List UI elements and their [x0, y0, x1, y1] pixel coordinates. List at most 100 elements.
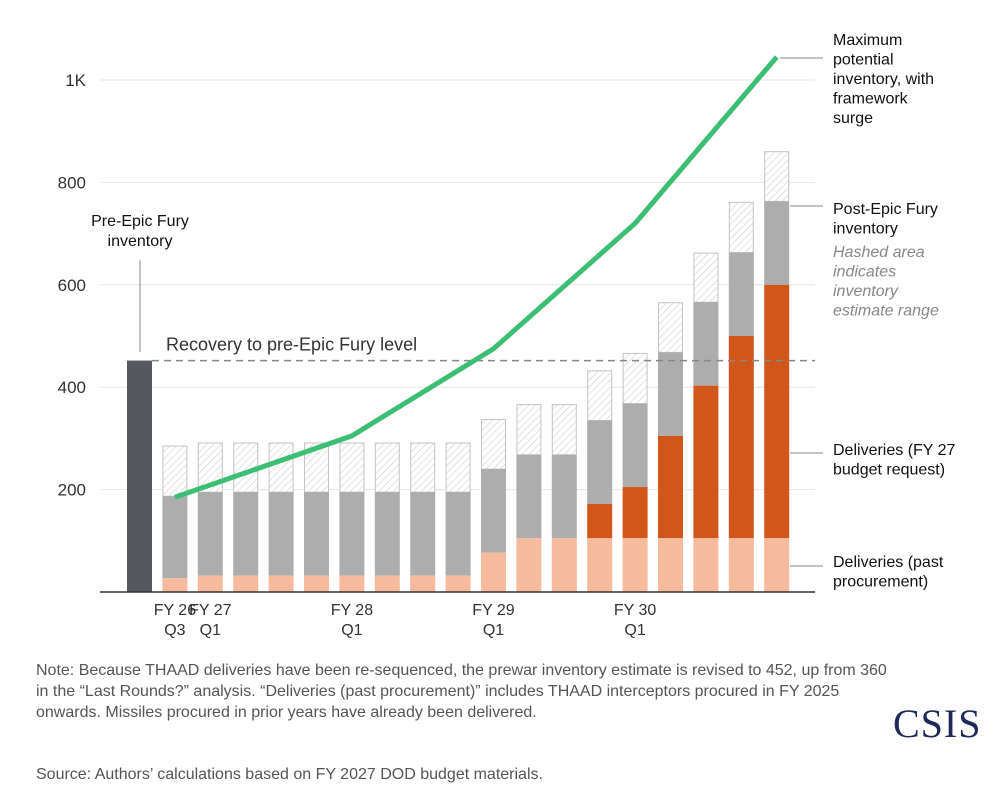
bar-fy27-budget-deliveries — [764, 284, 790, 539]
bar-past-procurement-deliveries — [764, 538, 790, 592]
y-tick-label: 400 — [58, 378, 86, 397]
bar-fy27-budget-deliveries — [693, 385, 719, 539]
bar-post-epic-fury — [445, 492, 471, 576]
bar-post-epic-fury — [374, 492, 400, 576]
bar-post-epic-fury — [516, 454, 542, 539]
bar-estimate-range — [445, 442, 471, 493]
legend-past-procurement: Deliveries (past — [833, 554, 944, 571]
x-tick-label: FY 28 — [331, 602, 374, 619]
bar-post-epic-fury — [268, 492, 294, 576]
legend-max-inventory: Maximum — [833, 32, 902, 49]
bar-past-procurement-deliveries — [162, 578, 188, 592]
x-tick-label: FY 27 — [189, 602, 232, 619]
chart-note: Note: Because THAAD deliveries have been… — [36, 662, 887, 721]
legend-past-procurement: procurement) — [833, 574, 928, 591]
bar-past-procurement-deliveries — [304, 575, 329, 592]
bar-estimate-range — [268, 442, 294, 493]
x-tick-sublabel: Q3 — [164, 622, 185, 639]
bar-past-procurement-deliveries — [693, 538, 719, 592]
legend-max-inventory: inventory, with — [833, 71, 934, 88]
bar-fy27-budget-deliveries — [728, 336, 754, 539]
bar-estimate-range — [481, 418, 506, 470]
bar-past-procurement-deliveries — [233, 575, 259, 592]
bar-estimate-range — [587, 370, 613, 421]
bar-post-epic-fury — [693, 302, 719, 386]
x-tick-sublabel: Q1 — [200, 622, 221, 639]
bar-estimate-range — [728, 201, 754, 254]
bar-estimate-range — [551, 404, 577, 456]
x-tick-label: FY 26 — [154, 602, 197, 619]
bar-past-procurement-deliveries — [339, 575, 365, 592]
recovery-label: Recovery to pre-Epic Fury level — [166, 335, 417, 355]
bar-estimate-range — [339, 442, 365, 493]
bar-past-procurement-deliveries — [268, 575, 294, 592]
chart-source: Source: Authors’ calculations based on F… — [36, 766, 543, 783]
legend-max-inventory: surge — [833, 110, 873, 127]
csis-logo: CSIS — [893, 701, 982, 746]
bar-estimate-range — [304, 442, 329, 493]
bar-estimate-range — [764, 151, 790, 202]
annotations: Pre-Epic Fury inventory Maximum potential in… — [91, 32, 955, 591]
y-tick-label: 800 — [58, 173, 86, 192]
legend-post-epic-fury: Post-Epic Fury — [833, 201, 938, 218]
bar-past-procurement-deliveries — [374, 575, 400, 592]
pre-epic-fury-label: Pre-Epic Fury — [91, 213, 189, 230]
bar-post-epic-fury — [622, 403, 648, 488]
y-tick-label: 1K — [65, 71, 86, 90]
bar-estimate-range — [622, 352, 648, 405]
bar-post-epic-fury — [728, 252, 754, 336]
bar-fy27-budget-deliveries — [622, 487, 648, 539]
bar-past-procurement-deliveries — [516, 538, 542, 592]
pre-epic-fury-label: inventory — [108, 233, 173, 250]
bar-estimate-range — [374, 442, 400, 493]
bar-estimate-range — [693, 252, 719, 303]
max-inventory-line — [174, 55, 779, 500]
y-tick-label: 200 — [58, 481, 86, 500]
bar-past-procurement-deliveries — [728, 538, 754, 592]
bar-fy27-budget-deliveries — [587, 503, 613, 539]
bar-post-epic-fury — [233, 492, 259, 576]
bar-post-epic-fury — [551, 454, 577, 539]
bar-past-procurement-deliveries — [197, 575, 223, 592]
legend-hashed-area: inventory — [833, 283, 899, 300]
bar-estimate-range — [658, 302, 683, 353]
bar-post-epic-fury — [304, 492, 329, 576]
bar-past-procurement-deliveries — [622, 538, 648, 592]
bar-fy27-budget-deliveries — [658, 435, 683, 539]
bar-past-procurement-deliveries — [587, 538, 613, 592]
bar-post-epic-fury — [587, 420, 613, 504]
bar-past-procurement-deliveries — [410, 575, 436, 592]
recovery-reference: Recovery to pre-Epic Fury level — [152, 335, 815, 362]
x-tick-sublabel: Q1 — [624, 622, 645, 639]
bars — [127, 151, 790, 592]
bar-pre-epic-fury — [127, 360, 152, 592]
x-tick-label: FY 30 — [614, 602, 657, 619]
bar-past-procurement-deliveries — [445, 575, 471, 592]
legend-budget-request: Deliveries (FY 27 — [833, 442, 956, 459]
bar-past-procurement-deliveries — [551, 538, 577, 592]
bar-post-epic-fury — [481, 469, 506, 553]
legend-hashed-area: estimate range — [833, 303, 939, 320]
x-tick-sublabel: Q1 — [341, 622, 362, 639]
bar-past-procurement-deliveries — [658, 538, 683, 592]
bar-estimate-range — [516, 404, 542, 456]
y-tick-label: 600 — [58, 276, 86, 295]
legend-max-inventory: potential — [833, 52, 894, 69]
legend-hashed-area: indicates — [833, 264, 896, 281]
bar-estimate-range — [410, 442, 436, 493]
bar-post-epic-fury — [410, 492, 436, 576]
inventory-chart: 200 400 600 800 1K Recovery to pre-Epic Fury… — [58, 32, 956, 639]
bar-post-epic-fury — [339, 492, 365, 576]
x-tick-label: FY 29 — [472, 602, 515, 619]
bar-post-epic-fury — [764, 201, 790, 285]
legend-max-inventory: framework — [833, 91, 909, 108]
legend-hashed-area: Hashed area — [833, 244, 925, 261]
bar-past-procurement-deliveries — [481, 552, 506, 592]
bar-post-epic-fury — [197, 492, 223, 576]
max-inventory-line-group — [174, 55, 779, 500]
bar-post-epic-fury — [162, 496, 188, 579]
x-tick-sublabel: Q1 — [483, 622, 504, 639]
bar-estimate-range — [162, 445, 188, 497]
legend-budget-request: budget request) — [833, 462, 945, 479]
